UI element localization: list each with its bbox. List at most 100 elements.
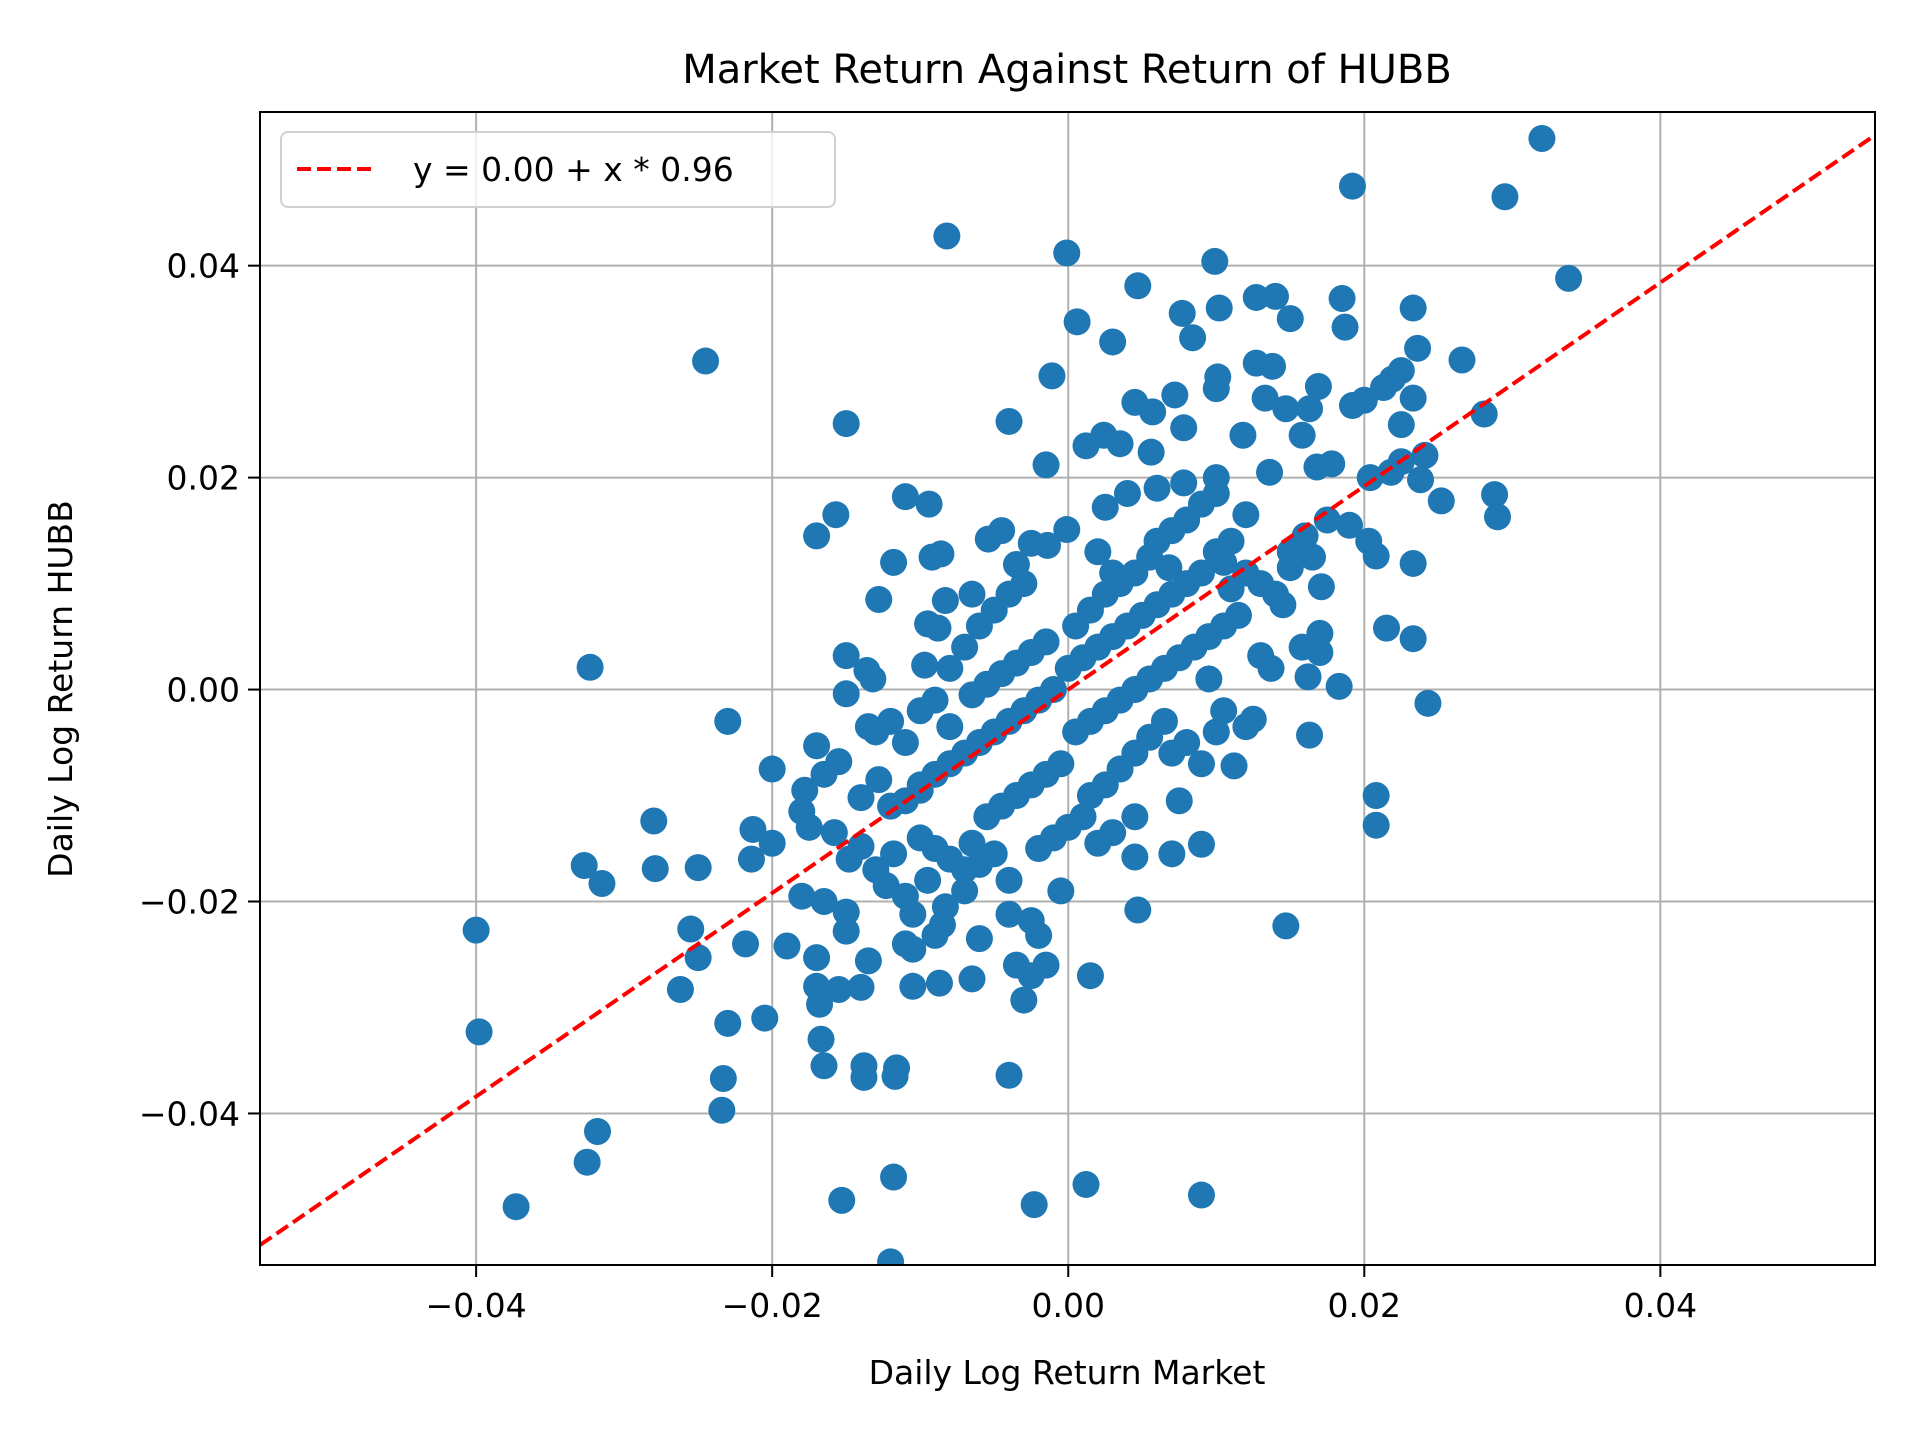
data-point — [880, 1163, 908, 1191]
data-point — [1170, 469, 1198, 497]
data-point — [1168, 299, 1196, 327]
data-point — [828, 1186, 856, 1214]
data-point — [1404, 334, 1432, 362]
data-point — [832, 917, 860, 945]
data-point — [1099, 328, 1127, 356]
data-point — [803, 944, 831, 972]
data-point — [1328, 285, 1356, 313]
data-point — [1121, 803, 1149, 831]
data-point — [732, 930, 760, 958]
y-tick-label: 0.00 — [167, 671, 240, 710]
y-axis-ticks: −0.04 −0.02 0.00 0.02 0.04 — [139, 247, 260, 1133]
data-point — [1121, 843, 1149, 871]
data-point — [958, 829, 986, 857]
data-point — [865, 585, 893, 613]
data-point — [1091, 493, 1119, 521]
data-point — [915, 490, 943, 518]
data-point — [825, 975, 853, 1003]
data-point — [684, 854, 712, 882]
data-point — [1399, 549, 1427, 577]
data-point — [1072, 432, 1100, 460]
data-point — [1242, 283, 1270, 311]
fit-line — [260, 133, 1875, 1247]
data-point — [854, 947, 882, 975]
data-point — [1484, 503, 1512, 531]
legend: y = 0.00 + x * 0.96 — [280, 131, 836, 208]
data-point — [714, 1009, 742, 1037]
data-point — [1072, 1170, 1100, 1198]
data-point — [877, 1248, 905, 1265]
data-point — [1296, 721, 1324, 749]
data-point — [1399, 625, 1427, 653]
data-point — [995, 866, 1023, 894]
data-point — [822, 501, 850, 529]
data-point — [751, 1004, 779, 1032]
data-point — [573, 1148, 601, 1176]
data-point — [1276, 305, 1304, 333]
data-point — [1143, 527, 1171, 555]
data-point — [924, 614, 952, 642]
data-point — [666, 975, 694, 1003]
data-point — [1448, 346, 1476, 374]
data-point — [951, 633, 979, 661]
x-tick-label: 0.00 — [1031, 1286, 1104, 1325]
y-axis-label: Daily Log Return HUBB — [41, 500, 80, 878]
data-point — [1201, 247, 1229, 275]
data-point — [1296, 395, 1324, 423]
data-point — [1076, 962, 1104, 990]
data-point — [1377, 458, 1405, 486]
data-point — [576, 653, 604, 681]
data-point — [1414, 689, 1442, 717]
data-point — [933, 222, 961, 250]
data-point — [880, 548, 908, 576]
data-point — [995, 1061, 1023, 1089]
x-axis-ticks: −0.04 −0.02 0.00 0.02 0.04 — [426, 1265, 1697, 1325]
data-point — [1063, 308, 1091, 336]
regression-line — [260, 133, 1875, 1247]
data-point — [1010, 570, 1038, 598]
data-point — [1306, 638, 1334, 666]
data-point — [1481, 481, 1509, 509]
data-point — [958, 681, 986, 709]
data-point — [891, 729, 919, 757]
data-point — [1161, 381, 1189, 409]
data-point — [1020, 1191, 1048, 1219]
data-point — [1335, 511, 1363, 539]
data-point — [973, 803, 1001, 831]
x-tick-label: −0.04 — [426, 1286, 527, 1325]
data-point — [1470, 400, 1498, 428]
data-point — [1202, 480, 1230, 508]
data-point — [951, 877, 979, 905]
data-point — [1261, 580, 1289, 608]
data-point — [847, 784, 875, 812]
data-point — [1010, 986, 1038, 1014]
data-point — [1210, 697, 1238, 725]
data-point — [835, 845, 863, 873]
data-point — [502, 1193, 530, 1221]
data-point — [1173, 729, 1201, 757]
data-point — [1032, 451, 1060, 479]
data-point — [1259, 352, 1287, 380]
data-point — [788, 882, 816, 910]
data-point — [1399, 384, 1427, 412]
data-point — [1202, 375, 1230, 403]
data-point — [1298, 543, 1326, 571]
data-point — [936, 713, 964, 741]
data-point — [677, 915, 705, 943]
data-point — [758, 755, 786, 783]
y-tick-label: −0.04 — [139, 1094, 240, 1133]
data-point — [1187, 559, 1215, 587]
data-point — [1294, 663, 1322, 691]
data-point — [850, 1063, 878, 1091]
data-point — [1205, 294, 1233, 322]
data-point — [832, 898, 860, 926]
data-point — [714, 707, 742, 735]
data-point — [709, 1064, 737, 1092]
data-point — [1217, 575, 1245, 603]
data-point — [865, 766, 893, 794]
data-point — [877, 792, 905, 820]
data-point — [810, 888, 838, 916]
data-point — [1356, 464, 1384, 492]
data-point — [1106, 430, 1134, 458]
data-point — [1053, 516, 1081, 544]
